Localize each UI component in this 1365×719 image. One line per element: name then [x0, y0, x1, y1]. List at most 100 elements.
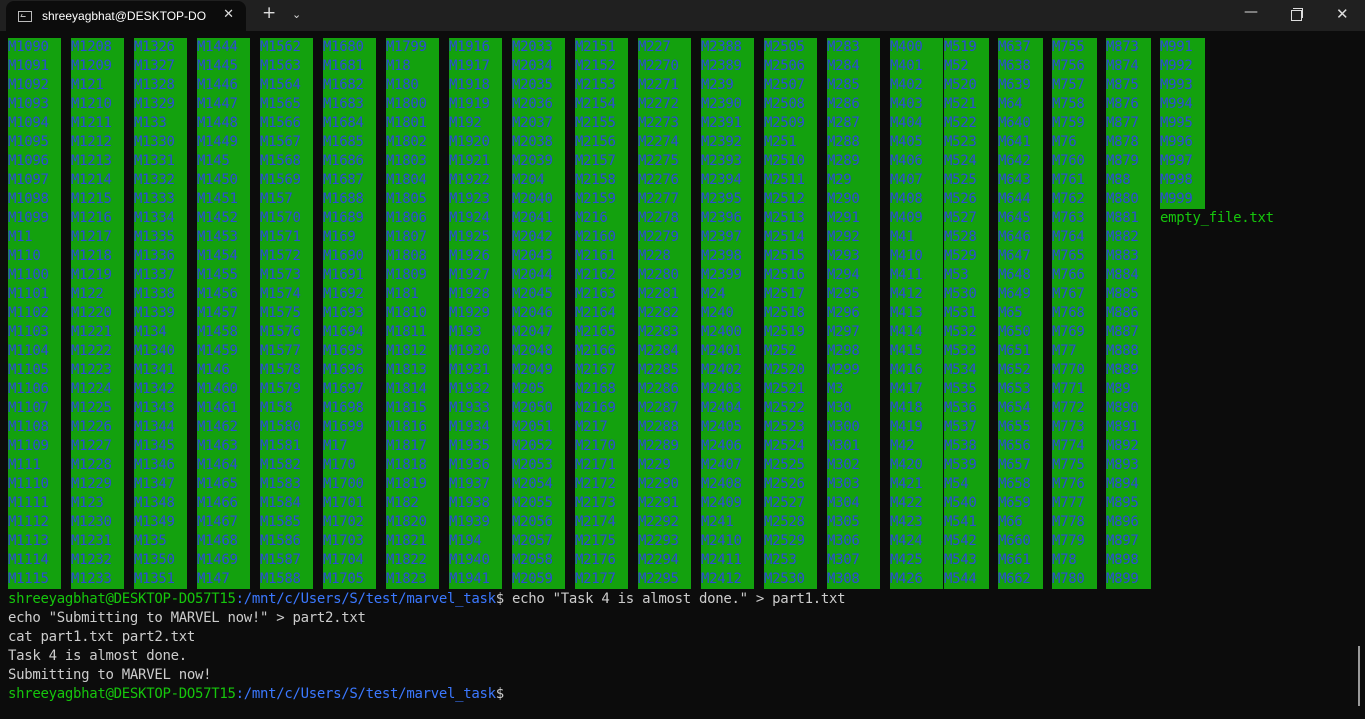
directory-entry: M2513: [764, 209, 817, 228]
directory-entry: M293: [827, 247, 880, 266]
directory-entry: M2521: [764, 380, 817, 399]
directory-entry: M2405: [701, 418, 754, 437]
tab-close-icon[interactable]: ✕: [223, 7, 234, 22]
directory-entry: M409: [890, 209, 943, 228]
directory-entry: M1576: [260, 323, 313, 342]
prompt-line[interactable]: shreeyagbhat@DESKTOP-DO57T15:/mnt/c/User…: [8, 685, 504, 704]
directory-entry: M1220: [71, 304, 124, 323]
directory-entry: M2177: [575, 570, 628, 589]
directory-entry: M1695: [323, 342, 376, 361]
directory-entry: M899: [1106, 570, 1151, 589]
directory-entry: M993: [1160, 76, 1205, 95]
directory-entry: M1211: [71, 114, 124, 133]
directory-entry: M110: [8, 247, 61, 266]
directory-entry: M1802: [386, 133, 439, 152]
directory-entry: M765: [1052, 247, 1097, 266]
directory-entry: M1937: [449, 475, 502, 494]
directory-entry: M1921: [449, 152, 502, 171]
directory-entry: M991: [1160, 38, 1205, 57]
directory-entry: M1920: [449, 133, 502, 152]
directory-entry: M2283: [638, 323, 691, 342]
maximize-button[interactable]: [1291, 8, 1303, 21]
directory-entry: M2294: [638, 551, 691, 570]
directory-entry: M654: [998, 399, 1043, 418]
directory-entry: M2033: [512, 38, 565, 57]
directory-entry: M182: [386, 494, 439, 513]
minimize-button[interactable]: —: [1244, 4, 1258, 20]
directory-entry: M251: [764, 133, 817, 152]
directory-entry: M2042: [512, 228, 565, 247]
directory-entry: M1091: [8, 57, 61, 76]
directory-entry: M2518: [764, 304, 817, 323]
directory-entry: M1230: [71, 513, 124, 532]
directory-entry: M774: [1052, 437, 1097, 456]
scrollbar[interactable]: [1358, 646, 1360, 706]
directory-entry: M420: [890, 456, 943, 475]
directory-entry: M2400: [701, 323, 754, 342]
directory-entry: M775: [1052, 456, 1097, 475]
directory-entry: M996: [1160, 133, 1205, 152]
chevron-down-icon[interactable]: ⌄: [292, 8, 302, 21]
directory-entry: M11: [8, 228, 61, 247]
directory-entry: M1326: [134, 38, 187, 57]
directory-entry: M296: [827, 304, 880, 323]
directory-entry: M414: [890, 323, 943, 342]
terminal-tab[interactable]: shreeyagbhat@DESKTOP-DO ✕: [6, 1, 246, 31]
directory-entry: M757: [1052, 76, 1097, 95]
directory-entry: M776: [1052, 475, 1097, 494]
directory-entry: M252: [764, 342, 817, 361]
directory-entry: M780: [1052, 570, 1097, 589]
directory-entry: M771: [1052, 380, 1097, 399]
directory-entry: M995: [1160, 114, 1205, 133]
directory-entry: M1332: [134, 171, 187, 190]
close-button[interactable]: ✕: [1336, 5, 1349, 23]
directory-entry: M1923: [449, 190, 502, 209]
directory-entry: M894: [1106, 475, 1151, 494]
directory-entry: M1099: [8, 209, 61, 228]
directory-entry: M2035: [512, 76, 565, 95]
directory-entry: M2038: [512, 133, 565, 152]
directory-entry: M145: [197, 152, 250, 171]
directory-entry: M41: [890, 228, 943, 247]
directory-entry: M2049: [512, 361, 565, 380]
command-text: echo "Task 4 is almost done." > part1.tx…: [503, 591, 846, 607]
prompt-path: :/mnt/c/Users/S/test/marvel_task: [235, 686, 496, 702]
directory-entry: M1212: [71, 133, 124, 152]
directory-entry: M1223: [71, 361, 124, 380]
directory-entry: M648: [998, 266, 1043, 285]
directory-entry: M1104: [8, 342, 61, 361]
directory-entry: M1925: [449, 228, 502, 247]
directory-entry: M883: [1106, 247, 1151, 266]
directory-entry: M1328: [134, 76, 187, 95]
directory-entry: M884: [1106, 266, 1151, 285]
directory-entry: M2037: [512, 114, 565, 133]
directory-entry: M1462: [197, 418, 250, 437]
directory-entry: M426: [890, 570, 943, 589]
directory-entry: M1586: [260, 532, 313, 551]
directory-entry: M304: [827, 494, 880, 513]
directory-entry: M1463: [197, 437, 250, 456]
directory-entry: M1694: [323, 323, 376, 342]
directory-entry: M1340: [134, 342, 187, 361]
directory-entry: M2391: [701, 114, 754, 133]
directory-entry: M1219: [71, 266, 124, 285]
directory-entry: M1336: [134, 247, 187, 266]
new-tab-button[interactable]: +: [262, 3, 277, 23]
directory-entry: M777: [1052, 494, 1097, 513]
directory-entry: M66: [998, 513, 1043, 532]
directory-entry: M2159: [575, 190, 628, 209]
directory-entry: M1686: [323, 152, 376, 171]
directory-entry: M1445: [197, 57, 250, 76]
directory-entry: M998: [1160, 171, 1205, 190]
directory-entry: M879: [1106, 152, 1151, 171]
directory-entry: M2054: [512, 475, 565, 494]
directory-entry: M1567: [260, 133, 313, 152]
directory-entry: M2050: [512, 399, 565, 418]
directory-entry: M529: [944, 247, 989, 266]
directory-entry: M1345: [134, 437, 187, 456]
directory-entry: M1465: [197, 475, 250, 494]
directory-entry: M1097: [8, 171, 61, 190]
directory-entry: M1812: [386, 342, 439, 361]
directory-entry: M1333: [134, 190, 187, 209]
directory-entry: M1587: [260, 551, 313, 570]
